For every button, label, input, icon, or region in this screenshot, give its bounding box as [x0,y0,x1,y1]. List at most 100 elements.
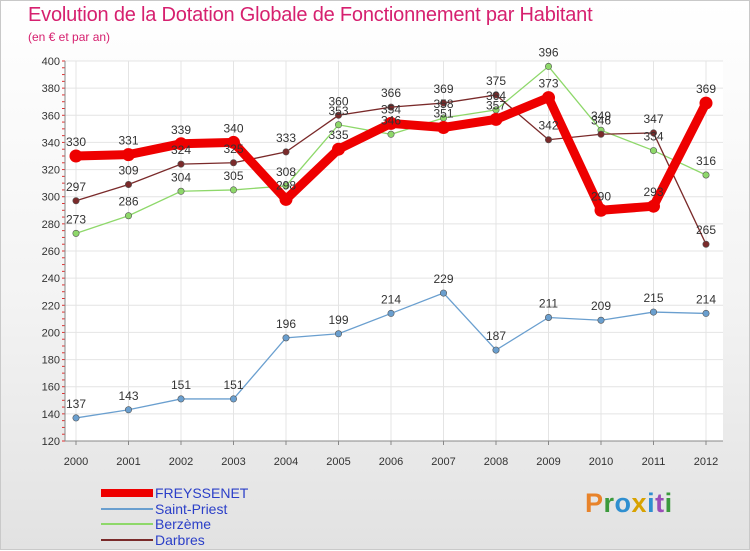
data-point-freyssenet [122,148,135,162]
y-tick-label: 140 [42,409,60,421]
data-label-saint-priest: 199 [328,313,348,327]
data-label-darbres: 342 [538,119,558,133]
data-point-saint-priest [72,414,80,422]
data-point-saint-priest [439,289,447,297]
data-label-darbres: 375 [486,74,506,88]
data-label-darbres: 333 [276,131,296,145]
data-label-darbres: 360 [328,94,348,108]
data-label-saint-priest: 209 [591,299,611,313]
data-label-freyssenet: 369 [696,82,716,96]
x-tick-label: 2012 [694,456,718,468]
data-point-freyssenet [69,149,83,163]
logo-letter: x [631,488,648,518]
data-label-darbres: 347 [643,112,663,126]
y-tick-label: 180 [42,355,60,367]
data-point-darbres [387,103,395,111]
y-tick-label: 160 [42,382,60,394]
data-point-saint-priest [177,395,185,403]
data-label-berz-me: 273 [66,212,86,226]
data-label-saint-priest: 214 [381,292,401,306]
x-tick-label: 2001 [116,456,140,468]
legend-swatch [101,507,153,510]
data-label-darbres: 366 [381,86,401,100]
data-label-darbres: 369 [433,82,453,96]
data-point-freyssenet [332,142,345,156]
data-label-saint-priest: 211 [539,297,558,311]
legend-label: Saint-Priest [155,500,228,517]
data-label-freyssenet: 340 [223,121,243,135]
y-tick-label: 360 [42,110,60,122]
legend-label: Berzème [155,516,212,532]
y-tick-label: 340 [42,137,60,149]
data-label-darbres: 324 [171,143,191,157]
data-label-freyssenet: 335 [328,128,348,142]
data-label-freyssenet: 339 [171,123,191,137]
logo-letter: r [603,488,615,518]
data-point-berz-me [649,147,657,155]
data-label-darbres: 265 [696,223,716,237]
data-point-saint-priest [387,309,395,317]
y-tick-label: 120 [42,436,60,448]
data-label-saint-priest: 187 [486,329,506,343]
y-tick-label: 280 [42,219,60,231]
x-tick-label: 2003 [221,456,245,468]
data-point-darbres [597,130,605,138]
logo-letter: t [655,488,665,518]
y-tick-label: 380 [42,83,60,95]
data-label-darbres: 325 [223,142,243,156]
data-point-freyssenet [174,137,188,151]
data-point-darbres [125,181,133,189]
data-label-berz-me: 396 [538,45,558,59]
y-tick-label: 220 [42,300,60,312]
data-label-darbres: 346 [591,113,611,127]
logo-letter: i [647,488,656,518]
data-label-saint-priest: 143 [118,389,138,403]
data-label-freyssenet: 351 [433,107,453,121]
data-point-freyssenet [227,135,240,149]
data-point-darbres [177,160,185,168]
y-tick-label: 260 [42,246,60,258]
data-point-saint-priest [334,330,342,338]
legend-label: Darbres [155,531,205,548]
data-point-saint-priest [282,334,290,342]
data-point-berz-me [230,186,238,194]
data-label-saint-priest: 151 [171,378,191,392]
x-tick-label: 2010 [589,456,613,468]
data-point-freyssenet [647,199,660,213]
y-tick-label: 240 [42,273,60,285]
x-tick-label: 2005 [326,456,350,468]
data-point-darbres [72,197,80,205]
data-label-saint-priest: 196 [276,317,296,331]
data-label-berz-me: 286 [118,195,138,209]
data-point-berz-me [702,171,710,179]
data-label-freyssenet: 357 [486,98,506,112]
data-label-saint-priest: 214 [696,292,716,306]
data-point-freyssenet [542,91,555,105]
x-tick-label: 2002 [169,456,193,468]
logo-letter: i [664,488,673,518]
data-point-saint-priest [544,313,552,321]
data-point-darbres [544,136,552,144]
data-label-freyssenet: 330 [66,135,86,149]
data-label-saint-priest: 229 [433,272,453,286]
x-tick-label: 2008 [484,456,508,468]
y-tick-label: 200 [42,327,60,339]
data-point-freyssenet [699,96,713,110]
chart-title: Evolution de la Dotation Globale de Fonc… [28,4,593,26]
data-label-saint-priest: 151 [223,378,243,392]
x-tick-label: 2011 [642,456,666,468]
proxiti-logo: Proxiti [585,488,673,519]
data-label-saint-priest: 215 [643,291,663,305]
data-point-berz-me [177,187,185,195]
data-label-berz-me: 308 [276,165,296,179]
data-label-darbres: 309 [118,164,138,178]
data-label-berz-me: 346 [381,113,401,127]
chart-subtitle: (en € et par an) [28,30,111,44]
data-point-freyssenet [594,203,608,217]
y-tick-label: 320 [42,165,60,177]
data-label-darbres: 297 [66,180,86,194]
x-tick-label: 2004 [274,456,298,468]
data-point-saint-priest [597,316,605,324]
data-point-berz-me [125,212,133,220]
